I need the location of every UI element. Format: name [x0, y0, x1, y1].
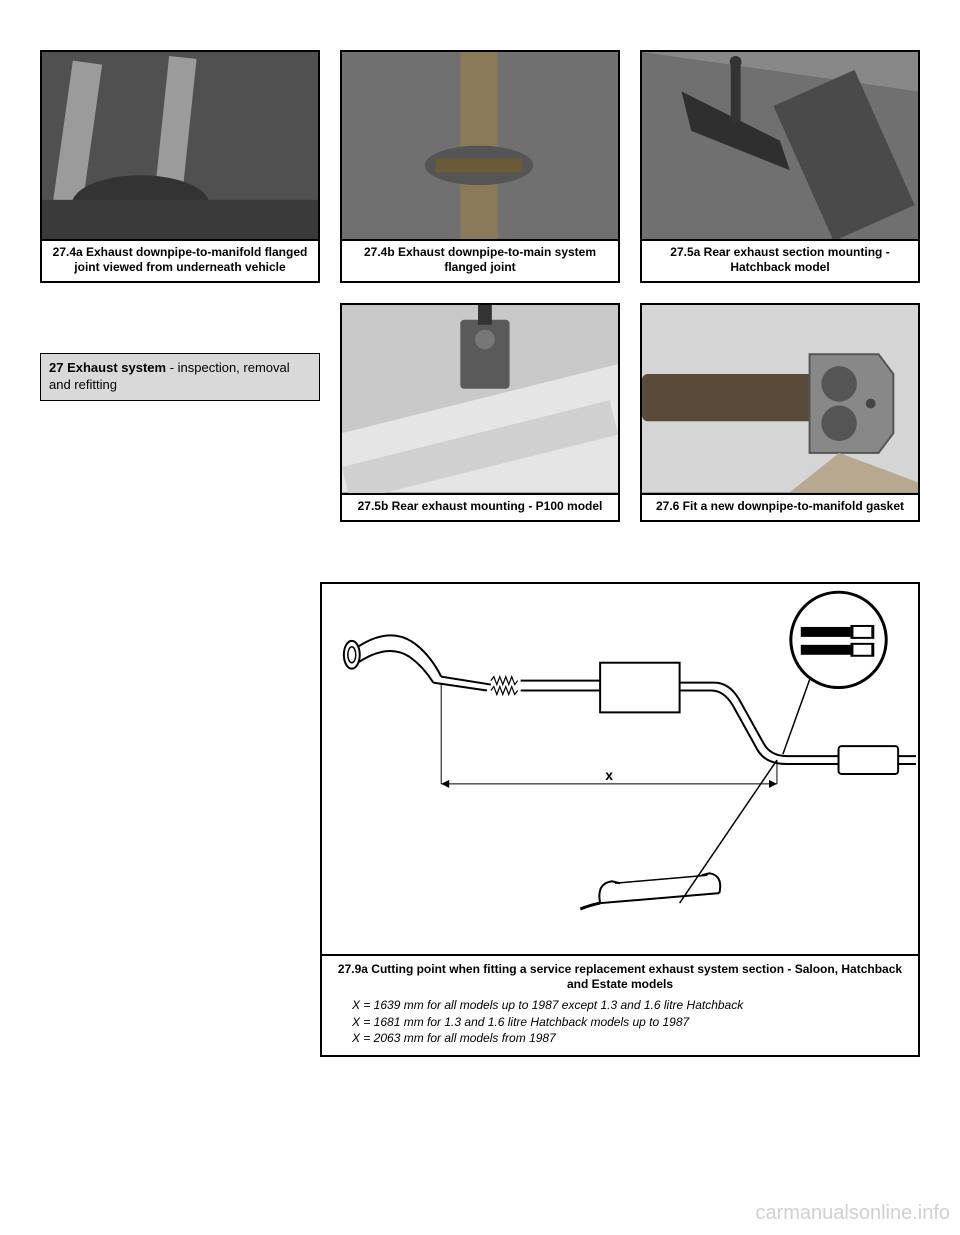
figure-col: 27.5b Rear exhaust mounting - P100 model	[340, 303, 620, 521]
section-header-27: 27 Exhaust system - inspection, removal …	[40, 353, 320, 401]
diagram-caption-bold: 27.9a Cutting point when fitting a servi…	[332, 962, 908, 993]
diagram-row: x	[40, 582, 920, 1058]
figure-image-27-4a	[42, 52, 318, 239]
figure-row-1: 27.4a Exhaust downpipe-to-manifold flang…	[40, 50, 920, 283]
diagram-note-2: X = 1681 mm for 1.3 and 1.6 litre Hatchb…	[332, 1014, 908, 1031]
figure-caption-27-4a: 27.4a Exhaust downpipe-to-manifold flang…	[42, 239, 318, 281]
figure-caption-27-9a: 27.9a Cutting point when fitting a servi…	[322, 954, 918, 1056]
diagram-svg-container: x	[322, 584, 918, 954]
exhaust-diagram-svg: x	[322, 584, 918, 954]
figure-caption-27-6: 27.6 Fit a new downpipe-to-manifold gask…	[642, 493, 918, 520]
figure-27-5b: 27.5b Rear exhaust mounting - P100 model	[340, 303, 620, 521]
figure-27-4a: 27.4a Exhaust downpipe-to-manifold flang…	[40, 50, 320, 283]
figure-27-4b: 27.4b Exhaust downpipe-to-main system fl…	[340, 50, 620, 283]
figure-image-27-6	[642, 305, 918, 492]
figure-27-6: 27.6 Fit a new downpipe-to-manifold gask…	[640, 303, 920, 521]
figure-caption-27-4b: 27.4b Exhaust downpipe-to-main system fl…	[342, 239, 618, 281]
dimension-x-label: x	[605, 766, 613, 782]
section-col: 27 Exhaust system - inspection, removal …	[40, 303, 320, 521]
figure-caption-27-5b: 27.5b Rear exhaust mounting - P100 model	[342, 493, 618, 520]
figure-caption-27-5a: 27.5a Rear exhaust section mounting - Ha…	[642, 239, 918, 281]
hacksaw-icon	[580, 873, 720, 909]
diagram-note-1: X = 1639 mm for all models up to 1987 ex…	[332, 997, 908, 1014]
figure-col: 27.4b Exhaust downpipe-to-main system fl…	[340, 50, 620, 283]
watermark: carmanualsonline.info	[755, 1202, 950, 1225]
figure-col: 27.6 Fit a new downpipe-to-manifold gask…	[640, 303, 920, 521]
figure-image-27-5b	[342, 305, 618, 492]
section-number: 27	[49, 360, 63, 375]
figure-27-5a: 27.5a Rear exhaust section mounting - Ha…	[640, 50, 920, 283]
figure-row-2: 27 Exhaust system - inspection, removal …	[40, 303, 920, 521]
figure-col: 27.4a Exhaust downpipe-to-manifold flang…	[40, 50, 320, 283]
diagram-spacer	[40, 582, 320, 1058]
figure-col: 27.5a Rear exhaust section mounting - Ha…	[640, 50, 920, 283]
figure-image-27-4b	[342, 52, 618, 239]
figure-27-9a: x	[320, 582, 920, 1058]
figure-image-27-5a	[642, 52, 918, 239]
section-title-bold: Exhaust system	[67, 360, 166, 375]
diagram-note-3: X = 2063 mm for all models from 1987	[332, 1030, 908, 1047]
